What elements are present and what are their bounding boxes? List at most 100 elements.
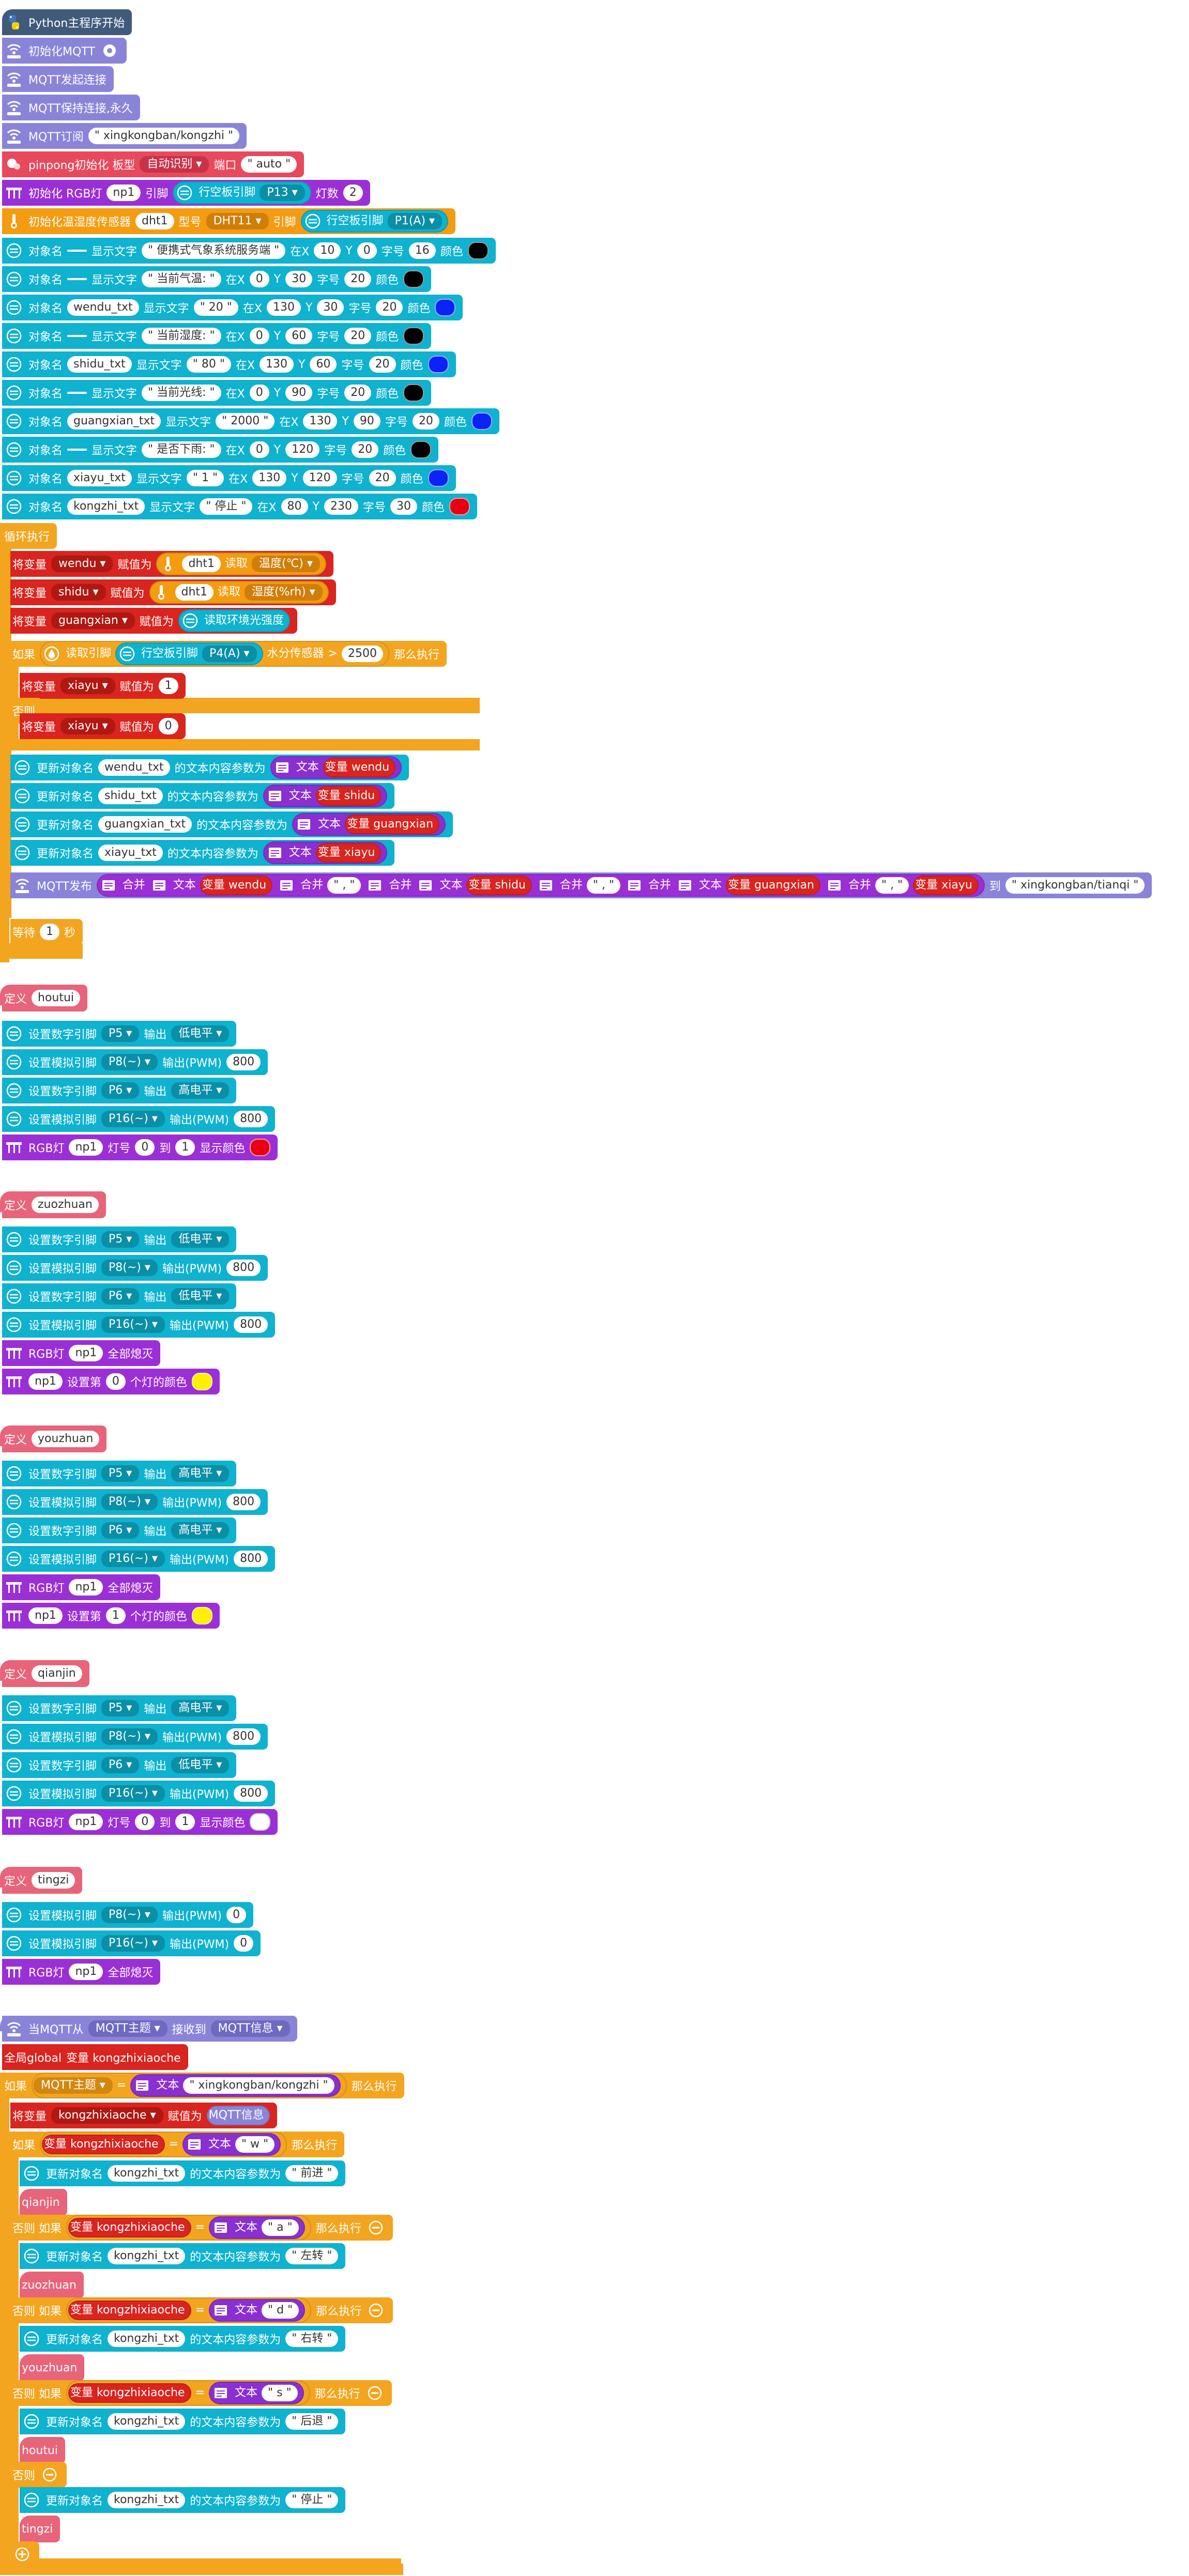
board-block-reporter[interactable]: 行空板引脚 P13 (173, 181, 311, 204)
value-field[interactable]: houtui (32, 990, 81, 1006)
control-block-reporter[interactable]: 变量 kongzhixiaoche = 文本 " a " (66, 2215, 311, 2241)
value-field[interactable]: " w " (235, 2136, 275, 2153)
rgb-led-block[interactable]: RGB灯 np1 灯号 0 到 1 显示颜色 (2, 1809, 278, 1835)
color-swatch[interactable] (250, 1139, 271, 1156)
value-field[interactable]: dht1 (175, 584, 214, 601)
dropdown-field[interactable]: P6 (101, 1288, 140, 1305)
value-field[interactable]: 0 (135, 1139, 155, 1156)
value-field[interactable] (67, 250, 87, 252)
dropdown-field[interactable]: 低电平 (171, 1231, 230, 1248)
value-field[interactable]: 800 (226, 1054, 261, 1070)
value-field[interactable]: kongzhi_txt (108, 2492, 186, 2508)
board-block[interactable]: 更新对象名 kongzhi_txt 的文本内容参数为 " 后退 " (20, 2409, 346, 2434)
value-field[interactable]: 10 (314, 242, 341, 259)
value-field[interactable]: 20 (369, 470, 396, 486)
color-swatch[interactable] (428, 356, 449, 373)
value-field[interactable]: " a " (262, 2219, 299, 2236)
control-block-reporter[interactable]: MQTT主题= 文本 " xingkongban/kongzhi " (32, 2073, 347, 2098)
value-field[interactable]: " 停止 " (285, 2492, 339, 2508)
value-field[interactable]: shidu_txt (98, 788, 163, 804)
board-block[interactable]: 更新对象名 kongzhi_txt 的文本内容参数为 " 左转 " (20, 2243, 346, 2269)
pinpong-block[interactable]: pinpong初始化 板型自动识别端口 " auto " (2, 151, 304, 177)
variable-block-reporter[interactable]: 变量 xiayu (913, 876, 979, 895)
board-block[interactable]: 设置模拟引脚 P8(~) 输出(PWM) 0 (2, 1902, 254, 1928)
dropdown-field[interactable]: P8(~) (101, 1494, 158, 1510)
dropdown-field[interactable]: 低电平 (171, 1757, 230, 1773)
board-block[interactable]: 设置模拟引脚 P16(~) 输出(PWM) 0 (2, 1930, 261, 1956)
value-field[interactable]: " xingkongban/kongzhi " (183, 2077, 334, 2094)
value-field[interactable]: 30 (285, 271, 313, 287)
variable-block-reporter[interactable]: 变量 shidu (466, 876, 532, 895)
dropdown-field[interactable]: P6 (101, 1082, 140, 1099)
color-swatch[interactable] (191, 1607, 212, 1624)
value-field[interactable]: guangxian_txt (67, 413, 161, 430)
variable-block[interactable]: 将变量 xiayu 赋值为 0 (20, 713, 186, 739)
value-field[interactable]: 0 (234, 1935, 254, 1952)
dropdown-field[interactable]: xiayu (60, 678, 115, 694)
dropdown-field[interactable]: MQTT信息 (210, 2020, 290, 2037)
mqtt-block[interactable]: MQTT发布 合并 文本 变量 wendu 合并 " , " 合并 文本 变量 shidu 合并 "… (10, 872, 1152, 898)
value-field[interactable]: 1 (105, 1607, 126, 1624)
dropdown-field[interactable]: P16(~) (101, 1551, 165, 1567)
dropdown-field[interactable]: P5 (101, 1465, 140, 1482)
control-block[interactable]: 否则 (10, 2462, 67, 2488)
text-block-reporter[interactable]: 文本 " a " (209, 2216, 305, 2239)
value-field[interactable]: 120 (285, 441, 320, 458)
value-field[interactable]: " 当前光线: " (142, 385, 221, 401)
value-field[interactable]: 20 (344, 271, 372, 287)
value-field[interactable]: np1 (69, 1345, 103, 1361)
board-block[interactable]: 更新对象名 xiayu_txt 的文本内容参数为 文本 变量 xiayu (10, 840, 395, 866)
dropdown-field[interactable]: 高电平 (171, 1700, 230, 1716)
gear-icon[interactable] (100, 41, 119, 60)
value-field[interactable]: xiayu_txt (98, 845, 163, 861)
value-field[interactable]: 90 (285, 385, 313, 401)
mqtt-block[interactable]: MQTT发起连接 (2, 66, 114, 92)
value-field[interactable]: " 右转 " (285, 2330, 339, 2347)
dht-sensor-block[interactable]: 初始化温湿度传感器dht1型号DHT11引脚行空板引脚P1(A) (2, 208, 456, 234)
value-field[interactable]: " xingkongban/kongzhi " (88, 128, 240, 144)
value-field[interactable]: 2 (343, 185, 363, 201)
define-block[interactable]: 定义 qianjin (2, 1660, 89, 1687)
value-field[interactable]: 130 (260, 356, 294, 373)
board-block[interactable]: 对象名 显示文字 " 当前气温: " 在X 0 Y 30 字号 20 颜色 (2, 266, 432, 292)
board-block[interactable]: 设置模拟引脚 P8(~) 输出(PWM) 800 (2, 1489, 268, 1515)
value-field[interactable]: 0 (249, 441, 269, 458)
variable-block[interactable]: 全局global 变量 kongzhixiaoche (2, 2044, 188, 2070)
value-field[interactable]: 800 (234, 1111, 268, 1127)
define-block[interactable]: 定义 youzhuan (2, 1425, 107, 1452)
dropdown-field[interactable]: P8(~) (101, 1054, 158, 1070)
value-field[interactable]: 230 (324, 498, 358, 515)
value-field[interactable]: " 前进 " (285, 2165, 339, 2182)
value-field[interactable]: " , " (875, 877, 909, 894)
board-block[interactable]: 设置模拟引脚 P16(~) 输出(PWM) 800 (2, 1106, 276, 1132)
dropdown-field[interactable]: P6 (101, 1522, 140, 1539)
value-field[interactable]: 0 (226, 1907, 247, 1923)
variable-block-reporter[interactable]: 变量 shidu (315, 786, 382, 806)
value-field[interactable]: 20 (376, 299, 403, 316)
value-field[interactable]: 30 (390, 498, 418, 515)
value-field[interactable]: 30 (317, 299, 344, 316)
dropdown-field[interactable]: P8(~) (101, 1907, 158, 1923)
value-field[interactable]: 90 (353, 413, 380, 430)
variable-block-reporter[interactable]: 变量 kongzhixiaoche (68, 2301, 191, 2320)
dropdown-field[interactable]: DHT11 (206, 213, 269, 229)
value-field[interactable]: dht1 (135, 213, 174, 229)
value-field[interactable]: kongzhi_txt (108, 2165, 186, 2182)
board-block[interactable]: 设置模拟引脚 P8(~) 输出(PWM) 800 (2, 1724, 268, 1750)
text-block-reporter[interactable]: 文本 " d " (209, 2299, 306, 2322)
color-swatch[interactable] (191, 1373, 212, 1390)
value-field[interactable]: 1 (158, 678, 178, 694)
dropdown-field[interactable]: 高电平 (171, 1522, 230, 1539)
control-block[interactable]: 否则 如果 变量 kongzhixiaoche = 文本 " s " 那么执行 (10, 2380, 392, 2406)
rgb-led-block[interactable]: np1 设置第 1 个灯的颜色 (2, 1603, 220, 1629)
value-field[interactable]: 80 (281, 498, 308, 515)
variable-block-reporter[interactable]: 变量 kongzhixiaoche (68, 2383, 191, 2403)
value-field[interactable]: 130 (303, 413, 338, 430)
text-block-reporter[interactable]: 文本 " xingkongban/kongzhi " (130, 2074, 341, 2097)
control-block-reporter[interactable]: 变量 kongzhixiaoche = 文本 " w " (40, 2132, 287, 2157)
